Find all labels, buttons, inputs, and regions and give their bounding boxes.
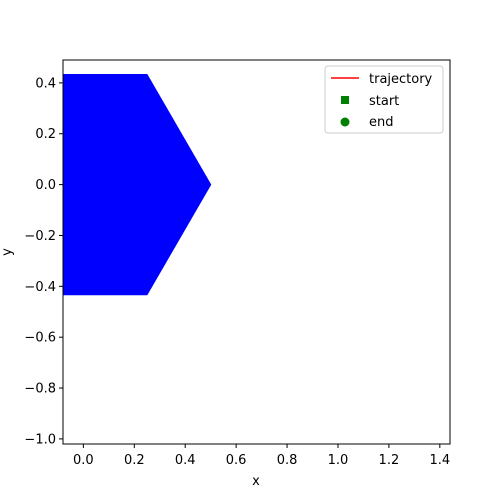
- y-axis-label: y: [0, 248, 15, 256]
- x-tick-label: 0.2: [124, 453, 145, 468]
- legend-start-label: start: [369, 94, 399, 109]
- x-tick-label: 0.0: [73, 453, 94, 468]
- legend-end-label: end: [369, 115, 394, 130]
- legend-box: [324, 65, 444, 134]
- y-tick-label: −0.4: [24, 280, 56, 295]
- hexagon-shape: [63, 74, 212, 296]
- y-tick-label: 0.2: [35, 127, 56, 142]
- y-tick-label: −1.0: [24, 432, 56, 447]
- y-tick-label: −0.6: [24, 331, 56, 346]
- y-tick-label: −0.2: [24, 229, 56, 244]
- legend-start-marker: [341, 96, 349, 104]
- legend: trajectory start end: [324, 65, 444, 134]
- plot-frame: [62, 59, 451, 445]
- x-tick-label: 0.8: [277, 453, 298, 468]
- x-tick-label: 1.2: [379, 453, 400, 468]
- y-axis-ticks: 0.4 0.2 0.0 −0.2 −0.4 −0.6 −0.8 −1.0: [24, 76, 63, 447]
- x-axis-label: x: [252, 474, 260, 489]
- legend-end-marker: [340, 117, 350, 127]
- x-tick-label: 0.4: [175, 453, 196, 468]
- legend-trajectory-label: trajectory: [369, 72, 433, 87]
- x-tick-label: 1.4: [429, 453, 450, 468]
- x-tick-label: 0.6: [226, 453, 247, 468]
- y-tick-label: 0.0: [35, 178, 56, 193]
- y-tick-label: −0.8: [24, 382, 56, 397]
- y-tick-label: 0.4: [35, 76, 56, 91]
- x-tick-label: 1.0: [328, 453, 349, 468]
- x-axis-ticks: 0.0 0.2 0.4 0.6 0.8 1.0 1.2 1.4: [73, 444, 450, 468]
